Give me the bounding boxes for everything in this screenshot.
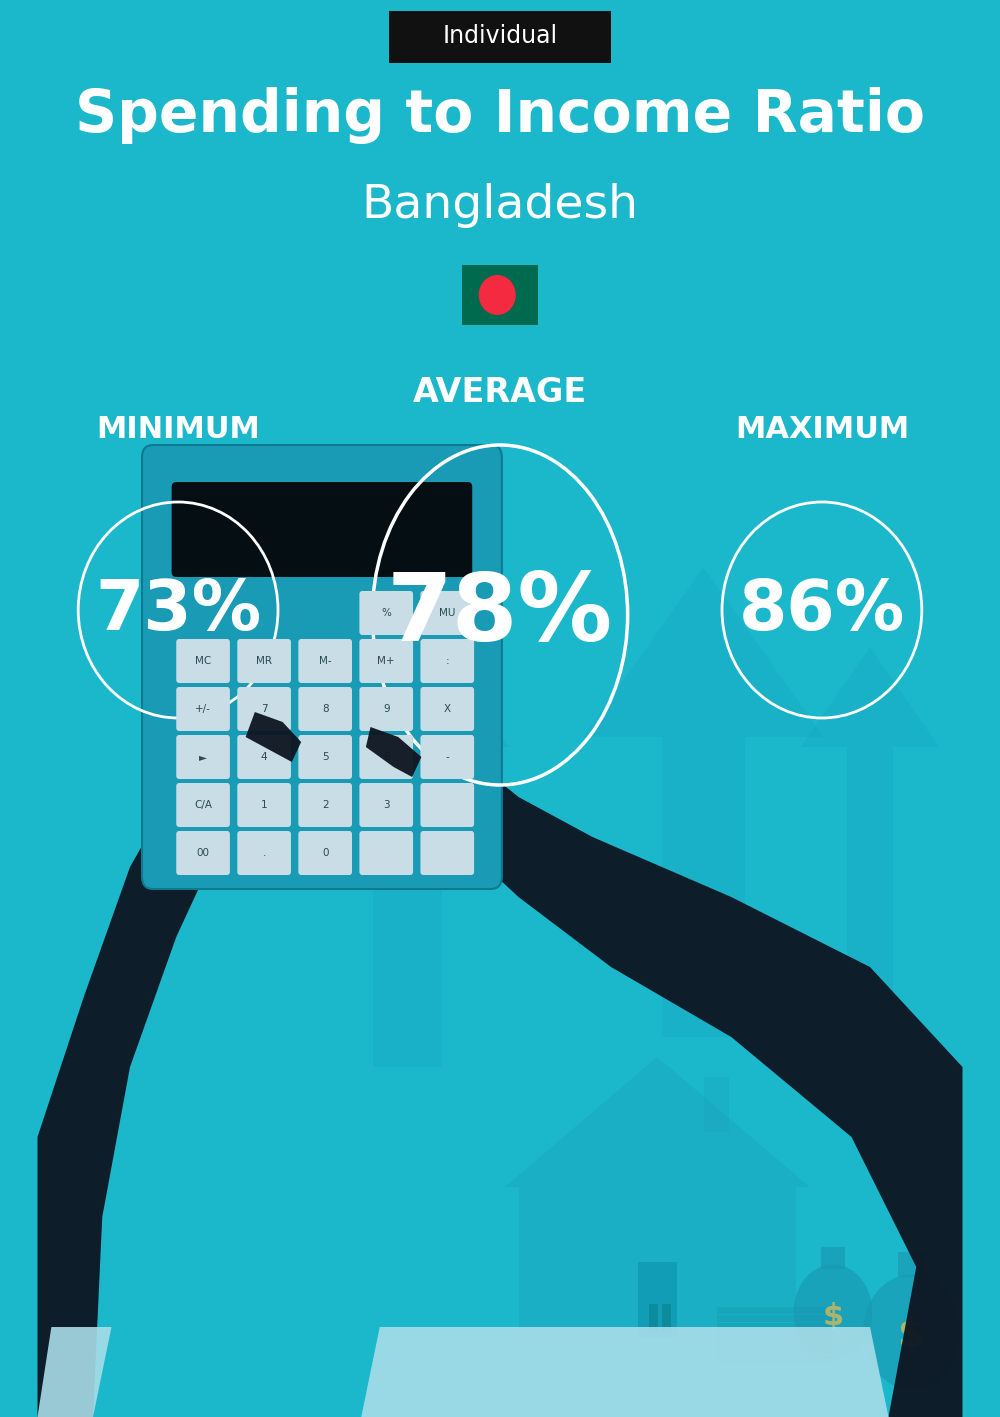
- Polygon shape: [306, 606, 509, 747]
- FancyBboxPatch shape: [237, 830, 291, 876]
- FancyBboxPatch shape: [298, 830, 352, 876]
- Bar: [717, 1339, 833, 1346]
- Text: 78%: 78%: [387, 570, 613, 660]
- Bar: [662, 737, 745, 1037]
- FancyBboxPatch shape: [298, 639, 352, 683]
- Bar: [649, 1304, 658, 1332]
- Text: MR: MR: [256, 656, 272, 666]
- Text: 86%: 86%: [739, 577, 905, 643]
- FancyBboxPatch shape: [237, 687, 291, 731]
- Text: .: .: [262, 847, 266, 859]
- FancyBboxPatch shape: [176, 687, 230, 731]
- FancyBboxPatch shape: [237, 639, 291, 683]
- FancyBboxPatch shape: [298, 687, 352, 731]
- FancyBboxPatch shape: [389, 11, 611, 62]
- Text: X: X: [444, 704, 451, 714]
- Bar: [717, 1348, 833, 1355]
- Text: Individual: Individual: [442, 24, 558, 48]
- Bar: [638, 1263, 677, 1338]
- Bar: [518, 1187, 796, 1338]
- Polygon shape: [583, 567, 824, 737]
- Bar: [898, 1253, 926, 1277]
- Text: MAXIMUM: MAXIMUM: [735, 415, 909, 445]
- Text: 8: 8: [322, 704, 328, 714]
- FancyBboxPatch shape: [142, 445, 502, 888]
- FancyBboxPatch shape: [359, 735, 413, 779]
- Text: :: :: [445, 656, 449, 666]
- Polygon shape: [366, 727, 421, 777]
- Polygon shape: [361, 737, 962, 1417]
- Text: 1: 1: [261, 801, 267, 811]
- Text: Spending to Income Ratio: Spending to Income Ratio: [75, 86, 925, 143]
- Text: M+: M+: [377, 656, 395, 666]
- Text: 4: 4: [261, 752, 267, 762]
- Text: 9: 9: [383, 704, 390, 714]
- Polygon shape: [37, 1326, 112, 1417]
- FancyBboxPatch shape: [420, 830, 474, 876]
- Text: 5: 5: [322, 752, 328, 762]
- FancyBboxPatch shape: [359, 830, 413, 876]
- FancyBboxPatch shape: [298, 784, 352, 828]
- Bar: [717, 1323, 833, 1331]
- Text: MINIMUM: MINIMUM: [96, 415, 260, 445]
- Text: AVERAGE: AVERAGE: [413, 376, 587, 408]
- Bar: [821, 1247, 845, 1270]
- Text: Bangladesh: Bangladesh: [362, 183, 639, 228]
- Polygon shape: [505, 1057, 810, 1187]
- Text: 73%: 73%: [95, 577, 261, 643]
- FancyBboxPatch shape: [176, 830, 230, 876]
- Ellipse shape: [863, 1274, 960, 1390]
- Bar: [717, 1306, 833, 1314]
- FancyBboxPatch shape: [359, 591, 413, 635]
- Circle shape: [479, 275, 516, 315]
- Bar: [717, 1355, 833, 1362]
- FancyBboxPatch shape: [298, 735, 352, 779]
- Text: C/A: C/A: [194, 801, 212, 811]
- Text: MU: MU: [439, 608, 455, 618]
- Polygon shape: [246, 711, 301, 762]
- FancyBboxPatch shape: [237, 784, 291, 828]
- Text: ►: ►: [199, 752, 207, 762]
- FancyBboxPatch shape: [462, 265, 538, 324]
- Text: 0: 0: [322, 847, 328, 859]
- Text: $: $: [822, 1302, 844, 1332]
- FancyBboxPatch shape: [420, 784, 474, 828]
- Polygon shape: [361, 1326, 888, 1417]
- Text: M-: M-: [319, 656, 331, 666]
- Text: 6: 6: [383, 752, 390, 762]
- Ellipse shape: [794, 1264, 872, 1359]
- Bar: [847, 747, 893, 998]
- Bar: [717, 1331, 833, 1338]
- FancyBboxPatch shape: [420, 687, 474, 731]
- Bar: [704, 1077, 729, 1132]
- Text: 2: 2: [322, 801, 328, 811]
- Text: %: %: [381, 608, 391, 618]
- Text: MC: MC: [195, 656, 211, 666]
- Bar: [717, 1315, 833, 1322]
- Polygon shape: [801, 648, 939, 747]
- Bar: [662, 1304, 671, 1332]
- Text: 7: 7: [261, 704, 267, 714]
- Polygon shape: [37, 638, 361, 1417]
- FancyBboxPatch shape: [359, 687, 413, 731]
- Text: 3: 3: [383, 801, 390, 811]
- Bar: [373, 747, 442, 1067]
- FancyBboxPatch shape: [176, 784, 230, 828]
- Text: +/-: +/-: [195, 704, 211, 714]
- FancyBboxPatch shape: [420, 639, 474, 683]
- FancyBboxPatch shape: [172, 482, 472, 577]
- FancyBboxPatch shape: [359, 784, 413, 828]
- FancyBboxPatch shape: [176, 735, 230, 779]
- Text: -: -: [445, 752, 449, 762]
- FancyBboxPatch shape: [420, 735, 474, 779]
- FancyBboxPatch shape: [359, 639, 413, 683]
- FancyBboxPatch shape: [420, 591, 474, 635]
- Text: 00: 00: [197, 847, 210, 859]
- FancyBboxPatch shape: [237, 735, 291, 779]
- Text: $: $: [898, 1316, 925, 1355]
- FancyBboxPatch shape: [176, 639, 230, 683]
